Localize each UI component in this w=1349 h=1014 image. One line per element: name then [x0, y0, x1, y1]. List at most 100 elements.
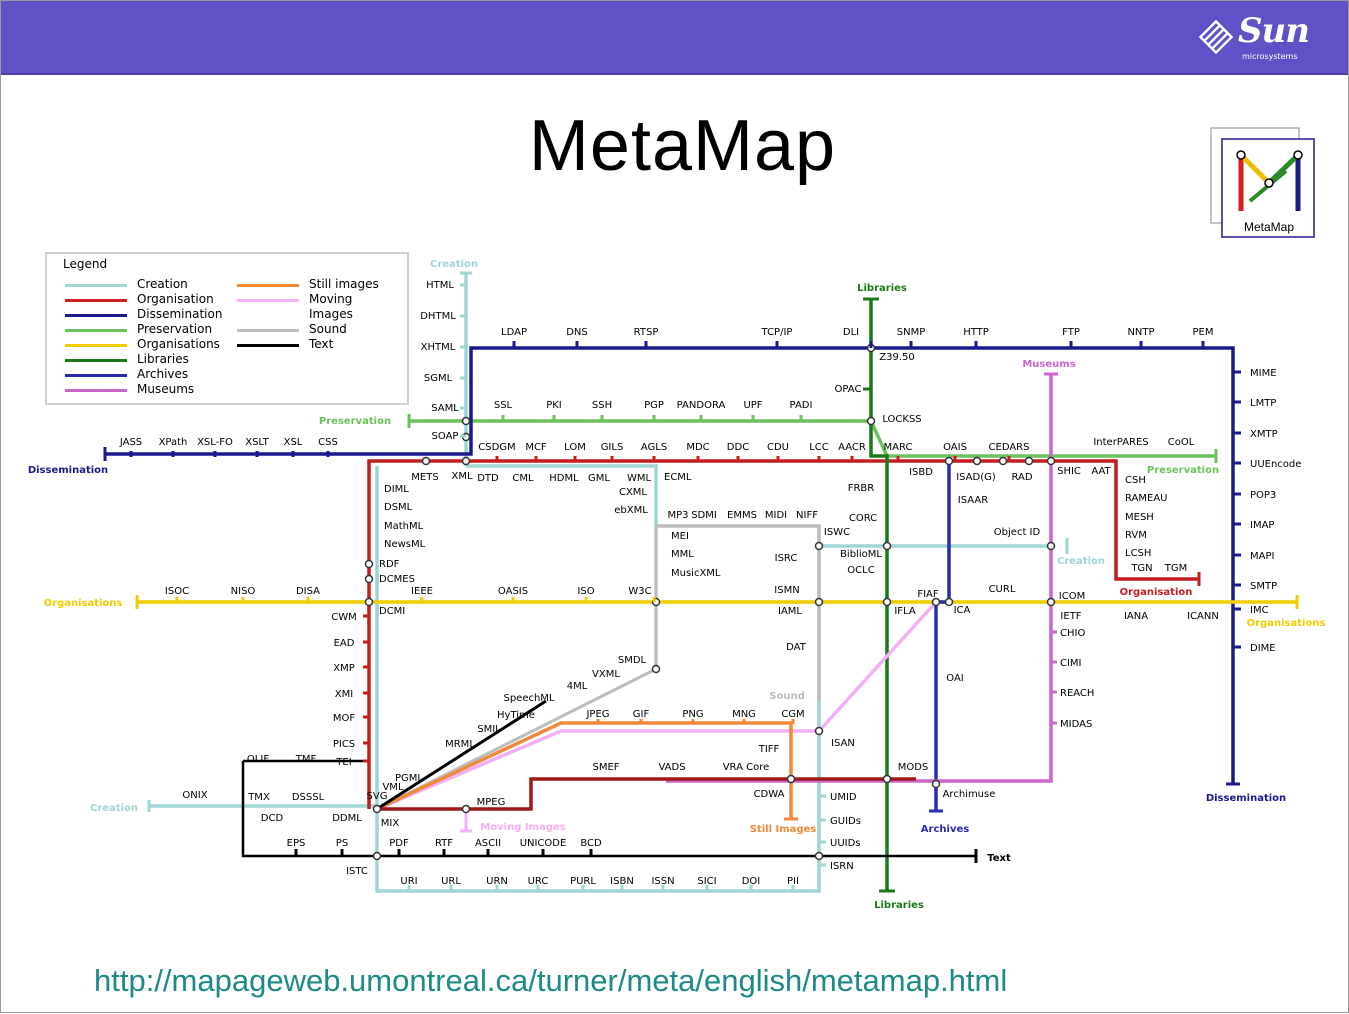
station-label: NNTP [1127, 327, 1154, 338]
route-line [376, 721, 793, 819]
station-label: MIDI [765, 510, 787, 521]
station-label: MAPI [1250, 551, 1274, 562]
station-label: TGM [1164, 563, 1188, 574]
legend-label: Dissemination [137, 307, 223, 321]
station-label: CDU [767, 442, 789, 453]
station-label: DCMI [379, 606, 405, 617]
legend-title: Legend [63, 257, 108, 271]
station-label: MPEG [477, 797, 506, 808]
station-label: SHIC [1057, 466, 1081, 477]
station-label: UNICODE [520, 838, 567, 849]
line-label-museums: Museums [1022, 359, 1075, 370]
legend-label: Images [309, 307, 353, 321]
station-label: MEI [671, 531, 689, 542]
station-label: POP3 [1250, 490, 1276, 501]
line-label-organisations: Organisations [44, 598, 123, 609]
station-label: RDF [379, 559, 400, 570]
line-label-organisation: Organisation [1120, 587, 1193, 598]
line-label-preservation: Preservation [1147, 465, 1219, 476]
station-label: IEEE [411, 586, 433, 597]
source-url[interactable]: http://mapageweb.umontreal.ca/turner/met… [94, 963, 1008, 998]
station-label: XSL [284, 437, 303, 448]
sun-diamond-icon [1198, 19, 1234, 55]
line-label-text: Text [987, 853, 1011, 864]
station-label: DIME [1250, 643, 1276, 654]
line-label-dissemination: Dissemination [1206, 793, 1286, 804]
station-label: ISSN [651, 876, 674, 887]
line-label-libraries: Libraries [874, 900, 924, 911]
station-label: SDMI [691, 510, 717, 521]
station-label: 4ML [567, 681, 588, 692]
station-label: CoOL [1168, 437, 1195, 448]
station-label: PS [336, 838, 348, 849]
station-label: OLIF [247, 754, 269, 765]
station-label: ISOC [165, 586, 189, 597]
route-line [869, 299, 889, 891]
station-label: CML [512, 473, 534, 484]
station-label: DLI [843, 327, 859, 338]
station-label: TCP/IP [761, 327, 793, 338]
station-label: CWM [331, 612, 357, 623]
interchange-node [461, 456, 471, 466]
route-line [934, 461, 951, 811]
station-label: Object ID [994, 527, 1041, 538]
station-label: PDF [389, 838, 409, 849]
station-label: URI [400, 876, 417, 887]
station-label: PURL [570, 876, 596, 887]
station-label: TEI [335, 757, 351, 768]
line-label-creation: Creation [430, 259, 478, 270]
station-label: SpeechML [503, 693, 554, 704]
station-label: PGML [395, 773, 423, 784]
station-label: CURL [989, 584, 1016, 595]
station-label: CSS [318, 437, 338, 448]
interchange-node [972, 456, 982, 466]
station-label: MESH [1125, 512, 1154, 523]
station-label: OAI [946, 673, 964, 684]
station-label: CORC [849, 513, 877, 524]
sun-wordmark: Sun [1238, 11, 1310, 51]
station-label: ISWC [824, 527, 850, 538]
station-label: URN [486, 876, 508, 887]
station-label: GML [588, 473, 610, 484]
station-label: XML [451, 471, 472, 482]
interchange-node [461, 804, 471, 814]
station-label: VADS [658, 762, 685, 773]
station-label: TMX [247, 792, 270, 803]
station-label: CIMI [1060, 658, 1082, 669]
interchange-node [814, 597, 824, 607]
route-line [376, 699, 547, 811]
station-label: CEDARS [989, 442, 1030, 453]
legend-swatch [65, 329, 127, 332]
station-label: TGN [1130, 563, 1152, 574]
station-label: MOF [333, 713, 355, 724]
station-label: DHTML [420, 311, 456, 322]
station-label: SGML [424, 373, 453, 384]
station-label: LCC [809, 442, 829, 453]
line-label-preservation: Preservation [319, 416, 391, 427]
station-label: XPath [159, 437, 188, 448]
legend-label: Text [309, 337, 334, 351]
station-label: MODS [898, 762, 929, 773]
station-label: MCF [525, 442, 547, 453]
legend-label: Libraries [137, 352, 189, 366]
station-label: OAIS [943, 442, 967, 453]
interchange-node [931, 597, 941, 607]
station-label: IMC [1250, 605, 1269, 616]
station-label: ISAN [831, 738, 855, 749]
interchange-node [814, 726, 824, 736]
station-label: HTML [426, 280, 454, 291]
station-label: ASCII [475, 838, 501, 849]
legend-label: Archives [137, 367, 189, 381]
station-label: RAMEAU [1125, 493, 1168, 504]
station-label: MML [671, 549, 694, 560]
station-label: IMAP [1250, 520, 1274, 531]
station-label: SVG [367, 791, 388, 802]
legend: Legend Creation Organisation Dissemination… [45, 252, 409, 405]
interchange-node [1046, 456, 1056, 466]
station-label: MIME [1250, 368, 1277, 379]
legend-swatch [65, 389, 127, 392]
legend-label: Organisation [137, 292, 214, 306]
slide-title: MetaMap [528, 106, 837, 186]
station-label: UMID [830, 792, 857, 803]
station-label: PNG [682, 709, 703, 720]
